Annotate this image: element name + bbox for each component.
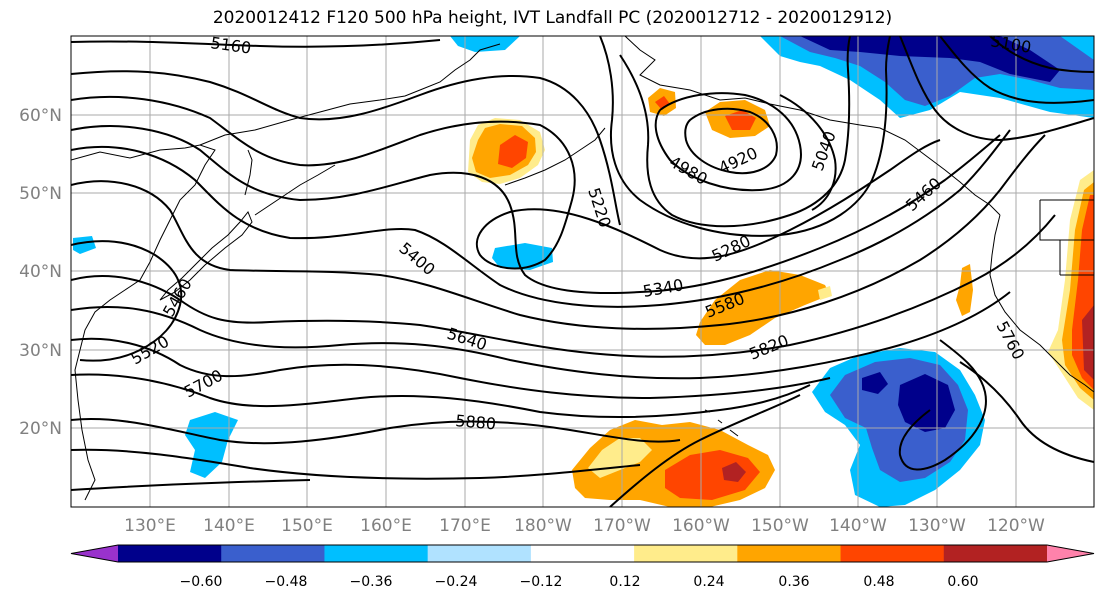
lon-tick: 130°E [124, 516, 176, 536]
colorbar-segment [840, 545, 945, 562]
alaska-coast [624, 36, 1001, 216]
negative-region-subtropical-core [898, 374, 955, 432]
contour-5160 [71, 39, 441, 48]
colorbar-outline [70, 544, 1095, 563]
contour-5520 [71, 240, 183, 362]
aleutian-chain [504, 127, 606, 186]
contour-5880-d [609, 394, 801, 507]
contour-5460 [71, 134, 1046, 330]
negative-region-japan-sea [73, 236, 96, 254]
colorbar-tick-label: −0.12 [520, 574, 563, 590]
map-title: 2020012412 F120 500 hPa height, IVT Land… [212, 8, 893, 28]
contour-5400 [71, 129, 1011, 308]
contour-north-arcs-3 [989, 36, 1094, 73]
positive-region-california-core [1082, 305, 1094, 380]
colorbar-labels: −0.60 −0.48 −0.36 −0.24 −0.12 0.12 0.24 … [180, 574, 979, 590]
contour-5880 [71, 418, 681, 445]
lon-tick: 140°W [829, 516, 887, 536]
lon-tick: 120°W [987, 516, 1045, 536]
lat-tick: 30°N [19, 341, 62, 361]
kuril-chain [254, 164, 336, 216]
colorbar-tick-label: 0.60 [947, 574, 978, 590]
colorbar-tick-label: −0.24 [435, 574, 478, 590]
colorbar-segment [943, 545, 1048, 562]
colorbar-tick-label: 0.48 [863, 574, 894, 590]
lon-tick: 160°W [672, 516, 730, 536]
coastlines [71, 36, 1094, 501]
negative-region-subtropical-core-small [862, 372, 888, 394]
contour-5700 [71, 337, 831, 400]
lat-tick: 40°N [19, 262, 62, 282]
contour-5760 [71, 373, 811, 419]
north-america-coast [989, 214, 1094, 393]
negative-region-bering [450, 36, 520, 52]
latitude-labels: 60°N 50°N 40°N 30°N 20°N [19, 106, 62, 439]
colorbar-tick-label: −0.48 [265, 574, 308, 590]
contour-5820-east [898, 339, 987, 471]
colorbar [70, 544, 1095, 563]
lon-tick: 140°E [203, 516, 255, 536]
height-contours [71, 36, 1094, 507]
contour-north-arcs [899, 36, 1094, 142]
colorbar-tick-label: −0.36 [350, 574, 393, 590]
contour-4980 [654, 92, 802, 192]
positive-region-mid-pacific [696, 270, 830, 345]
lon-tick: 160°E [360, 516, 412, 536]
colorbar-segment [634, 545, 738, 562]
colorbar-segment [324, 545, 429, 562]
positive-region-mid-pacific-core [818, 286, 832, 300]
japan-coast [159, 211, 253, 301]
lon-tick: 150°E [281, 516, 333, 536]
colorbar-extend-high [1047, 545, 1094, 562]
lon-tick: 150°W [751, 516, 809, 536]
contour-5880-b [71, 448, 641, 480]
longitude-labels: 130°E 140°E 150°E 160°E 170°E 180°W 170°… [124, 516, 1045, 536]
colorbar-segment [427, 545, 532, 562]
contour-5640 [71, 291, 1011, 380]
lat-tick: 20°N [19, 419, 62, 439]
us-state-lines [1039, 200, 1094, 276]
contour-5100 [619, 36, 851, 228]
contour-5880-c [71, 479, 311, 491]
contour-5580 [71, 214, 1056, 358]
colorbar-segment [118, 545, 222, 562]
colorbar-segment [737, 545, 842, 562]
colorbar-segment [221, 545, 325, 562]
lon-tick: 180°W [514, 516, 572, 536]
map-frame [70, 35, 1095, 508]
contour-north-arcs-2 [939, 36, 1094, 104]
contour-5340 [71, 125, 1001, 294]
lat-tick: 50°N [19, 184, 62, 204]
lon-tick: 130°W [908, 516, 966, 536]
positive-region-hawaii-core [722, 462, 746, 482]
contour-5040 [779, 94, 837, 211]
map-area: 5160 5100 5220 5040 4920 4980 5460 5280 … [71, 31, 1094, 507]
colorbar-tick-label: −0.60 [180, 574, 223, 590]
contour-5760-east [959, 361, 1094, 463]
positive-region-north-pacific-core [498, 135, 528, 168]
colorbar-tick-label: 0.24 [693, 574, 724, 590]
lon-tick: 170°W [593, 516, 651, 536]
lon-tick: 170°E [439, 516, 491, 536]
asia-coast [71, 144, 216, 501]
lat-tick: 60°N [19, 106, 62, 126]
negative-region-nw-canada-core [800, 36, 1060, 82]
colorbar-tick-label: 0.36 [778, 574, 809, 590]
contour-4920 [684, 107, 778, 175]
contour-5220 [71, 70, 621, 226]
contour-label: 5160 [209, 33, 252, 57]
colorbar-extend-low [71, 545, 118, 562]
contour-label: 5880 [455, 411, 497, 433]
contour-label: 5100 [989, 31, 1032, 57]
contour-5160b [599, 36, 891, 237]
positive-region-small-east [956, 264, 973, 316]
contour-5280 [71, 95, 941, 270]
kamchatka-coast [199, 43, 501, 146]
colorbar-segment [530, 545, 635, 562]
colorbar-tick-label: 0.12 [609, 574, 640, 590]
